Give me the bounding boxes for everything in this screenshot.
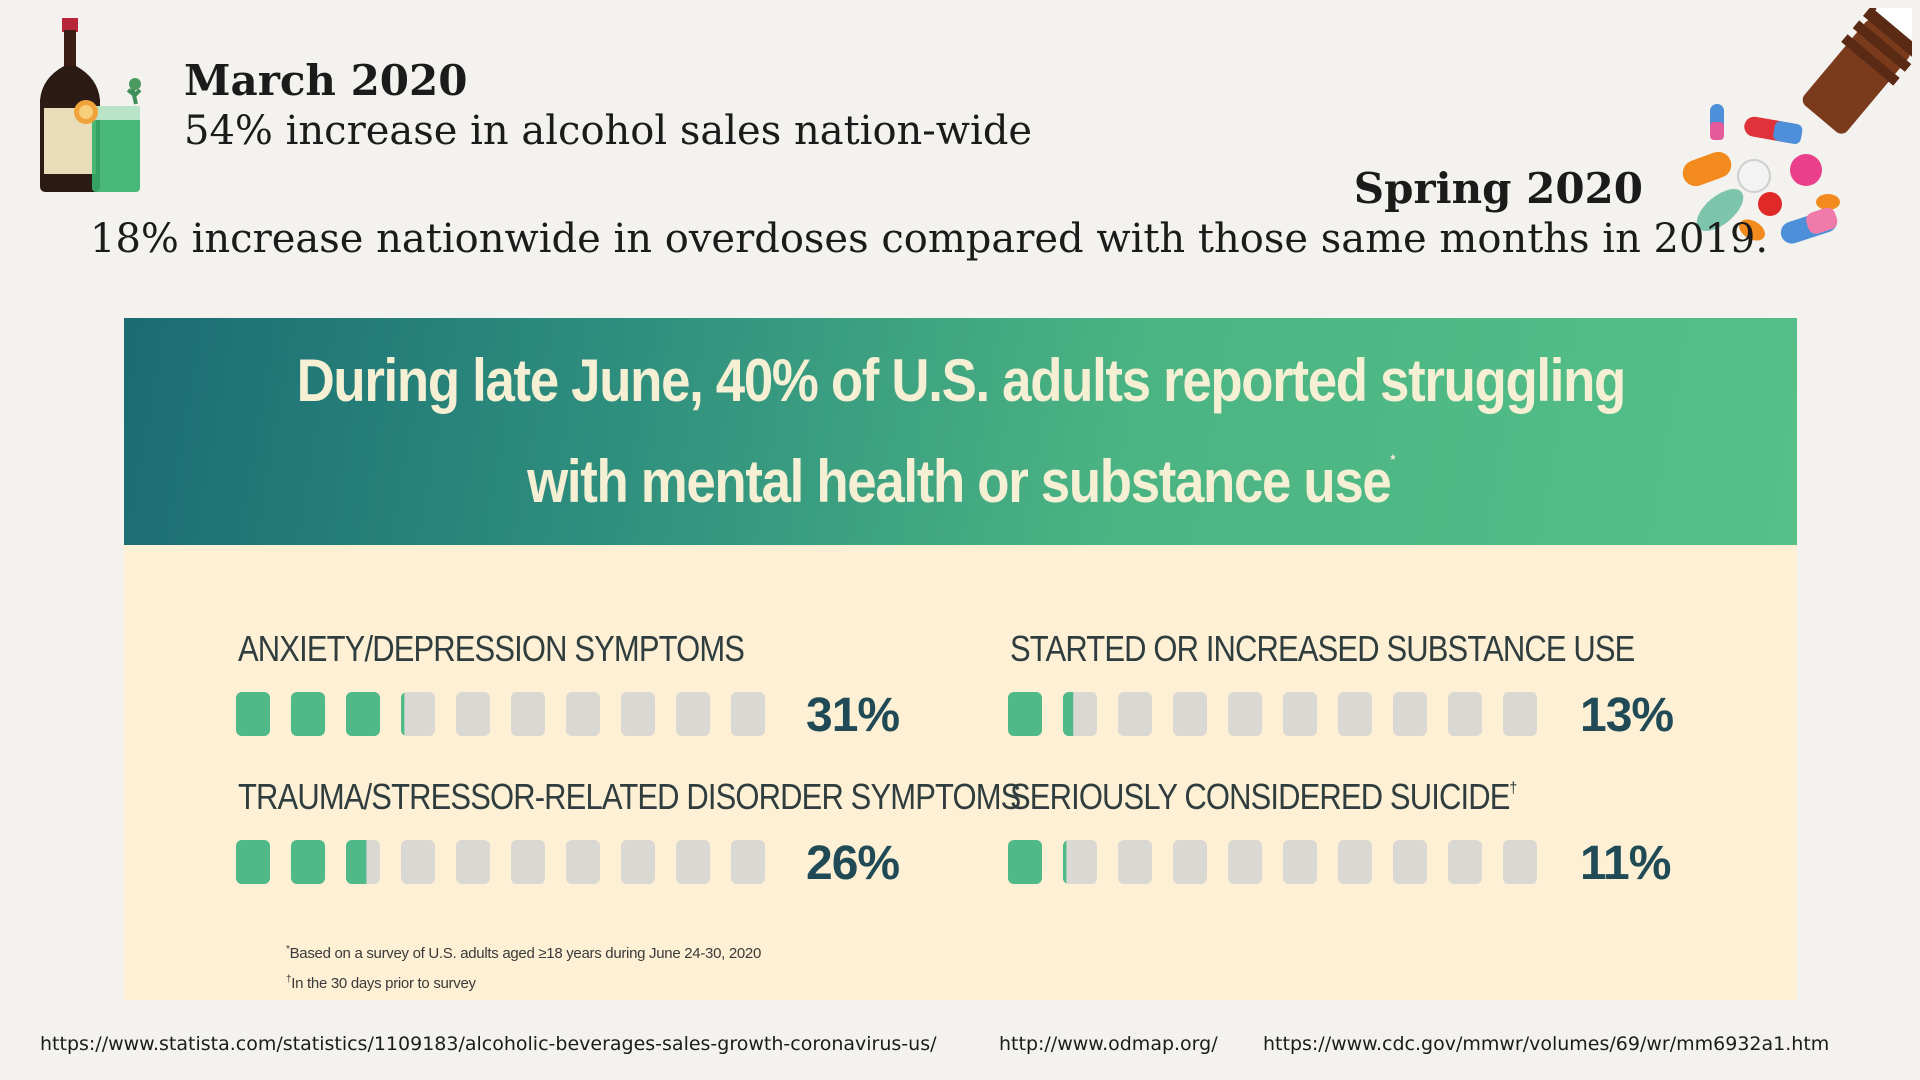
metric-bar-substance-use (1008, 692, 1537, 736)
metric-value-suicide: 11% (1580, 837, 1671, 890)
bar-block (621, 692, 655, 736)
bar-block-filled (401, 692, 405, 736)
bar-block (1338, 840, 1372, 884)
bar-block (511, 692, 545, 736)
source-link-statista[interactable]: https://www.statista.com/statistics/1109… (40, 1033, 937, 1055)
bar-block (1503, 840, 1537, 884)
metric-value-substance-use: 13% (1580, 689, 1674, 742)
bar-block-filled (1008, 692, 1042, 736)
bar-block (676, 840, 710, 884)
march-2020-text: 54% increase in alcohol sales nation-wid… (184, 108, 1033, 154)
metric-value-trauma: 26% (806, 837, 900, 890)
bar-block (456, 692, 490, 736)
bar-block (1173, 840, 1207, 884)
bar-block (1393, 692, 1427, 736)
bar-block-filled (291, 840, 325, 884)
alcohol-bottle-and-glass-icon (40, 18, 142, 192)
metric-bar-anxiety (236, 692, 765, 736)
metric-label-anxiety: ANXIETY/DEPRESSION SYMPTOMS (238, 628, 745, 670)
metric-label-suicide: SERIOUSLY CONSIDERED SUICIDE† (1010, 776, 1517, 818)
bar-block (401, 840, 435, 884)
bar-block (1118, 692, 1152, 736)
bar-block (676, 692, 710, 736)
bar-block (731, 692, 765, 736)
bar-block-filled (1063, 692, 1074, 736)
bar-block (1393, 840, 1427, 884)
metric-label-substance-use: STARTED OR INCREASED SUBSTANCE USE (1010, 628, 1635, 670)
metric-label-text: TRAUMA/STRESSOR-RELATED DISORDER SYMPTOM… (238, 776, 1021, 817)
bar-block-filled (1063, 840, 1067, 884)
spring-2020-text: 18% increase nationwide in overdoses com… (90, 216, 1769, 262)
bar-block (401, 692, 435, 736)
bar-block-filled (236, 692, 270, 736)
bar-block (1503, 692, 1537, 736)
bar-block-filled (346, 840, 367, 884)
bar-block (1448, 840, 1482, 884)
metric-value-anxiety: 31% (806, 689, 900, 742)
suicide-footnote-mark: † (1509, 780, 1517, 797)
headline-line-2: with mental health or substance use* (527, 420, 1395, 521)
spilled-pills-icon (1682, 8, 1912, 244)
footnote-survey-text: Based on a survey of U.S. adults aged ≥1… (289, 945, 762, 962)
source-link-odmap[interactable]: http://www.odmap.org/ (999, 1033, 1218, 1055)
metric-label-text: ANXIETY/DEPRESSION SYMPTOMS (238, 628, 745, 669)
headline-line-2-text: with mental health or substance use (527, 448, 1392, 515)
metric-label-text: STARTED OR INCREASED SUBSTANCE USE (1010, 628, 1635, 669)
bar-block-filled (291, 692, 325, 736)
bar-block-filled (236, 840, 270, 884)
bar-block (456, 840, 490, 884)
metric-bar-suicide (1008, 840, 1537, 884)
bar-block (731, 840, 765, 884)
footnote-30-days-mark: † (286, 974, 292, 985)
cdc-infographic: During late June, 40% of U.S. adults rep… (124, 318, 1797, 1000)
bar-block (1118, 840, 1152, 884)
bar-block (566, 840, 600, 884)
footnote-30-days-text: In the 30 days prior to survey (291, 975, 476, 992)
headline-line-1: During late June, 40% of U.S. adults rep… (296, 347, 1626, 414)
metric-bar-trauma (236, 840, 765, 884)
bar-block-filled (1008, 840, 1042, 884)
source-link-cdc[interactable]: https://www.cdc.gov/mmwr/volumes/69/wr/m… (1263, 1033, 1830, 1055)
bar-block (621, 840, 655, 884)
bar-block-filled (346, 692, 380, 736)
bar-block (1448, 692, 1482, 736)
footnote-survey-mark: * (286, 944, 290, 955)
march-2020-title: March 2020 (184, 56, 468, 105)
metric-label-text: SERIOUSLY CONSIDERED SUICIDE (1010, 776, 1510, 817)
bar-block (511, 840, 545, 884)
bar-block (566, 692, 600, 736)
bar-block (1283, 692, 1317, 736)
metric-label-trauma: TRAUMA/STRESSOR-RELATED DISORDER SYMPTOM… (238, 776, 1021, 818)
footnote-30-days: †In the 30 days prior to survey (286, 974, 476, 992)
spring-2020-title: Spring 2020 (1353, 164, 1643, 213)
bar-block (1173, 692, 1207, 736)
bar-block (1283, 840, 1317, 884)
bar-block (1228, 840, 1262, 884)
bar-block (1063, 840, 1097, 884)
footnote-survey: *Based on a survey of U.S. adults aged ≥… (286, 944, 761, 962)
bar-block (1338, 692, 1372, 736)
bar-block (1228, 692, 1262, 736)
headline-footnote-mark: * (1390, 451, 1395, 467)
infographic-header: During late June, 40% of U.S. adults rep… (124, 318, 1797, 545)
